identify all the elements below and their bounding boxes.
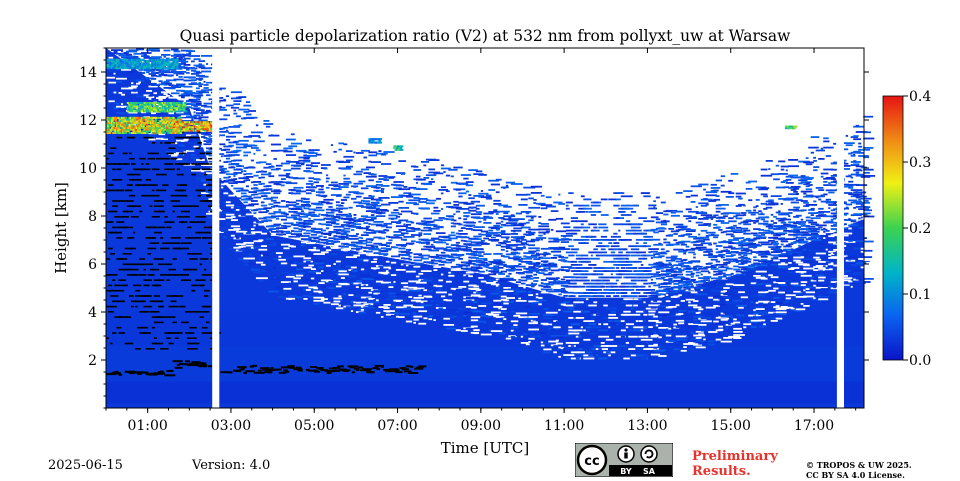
cloud-feature-6 [393,145,403,150]
colorbar-tick-label: 0.0 [909,353,931,369]
plot-area [106,48,875,408]
chart-title: Quasi particle depolarization ratio (V2)… [180,27,791,45]
cloud-feature-3 [106,59,179,69]
y-tick-label: 6 [88,257,97,273]
x-tick-label: 17:00 [794,418,834,434]
copyright-line-1: © TROPOS & UW 2025. [806,460,912,470]
cloud-feature-2 [173,121,213,131]
copyright-note: © TROPOS & UW 2025. CC BY SA 4.0 License… [806,460,912,480]
cloud-feature-5 [368,138,382,143]
preliminary-line-1: Preliminary [692,449,778,464]
colorbar [883,96,903,360]
x-tick-label: 05:00 [294,418,334,434]
y-tick-label: 14 [79,65,97,81]
x-tick-label: 15:00 [711,418,751,434]
by-text: BY [620,467,632,476]
x-tick-label: 11:00 [544,418,584,434]
colorbar-tick-label: 0.1 [909,287,931,303]
y-axis-label: Height [km] [52,182,70,274]
y-tick-label: 8 [88,209,97,225]
sa-icon [641,446,657,462]
y-tick-label: 10 [79,161,97,177]
cloud-feature-7 [785,126,798,130]
y-tick-label: 2 [88,353,97,369]
copyright-line-2: CC BY SA 4.0 License. [806,470,912,480]
cc-text: cc [584,454,599,469]
x-tick-label: 07:00 [377,418,417,434]
colorbar-tick-label: 0.2 [909,221,931,237]
x-tick-label: 09:00 [461,418,501,434]
sa-text: SA [643,467,656,476]
footer-date: 2025-06-15 [48,458,123,473]
colorbar-tick-label: 0.3 [909,155,931,171]
data-gap-1 [212,48,219,408]
x-axis-label: Time [UTC] [441,439,530,457]
preliminary-line-2: Results. [692,464,778,479]
x-tick-label: 13:00 [627,418,667,434]
y-tick-label: 12 [79,113,97,129]
x-tick-label: 03:00 [211,418,251,434]
x-tick-label: 01:00 [127,418,167,434]
preliminary-results-note: Preliminary Results. [692,449,778,479]
cc-license-badge: cc BY SA [575,443,673,477]
colorbar-axis: 0.0 0.1 0.2 0.3 0.4 [903,89,931,369]
footer-version: Version: 4.0 [192,458,270,473]
y-tick-label: 4 [88,305,97,321]
data-gap-2 [837,48,844,408]
cloud-feature-4 [127,102,187,112]
colorbar-tick-label: 0.4 [909,89,931,105]
